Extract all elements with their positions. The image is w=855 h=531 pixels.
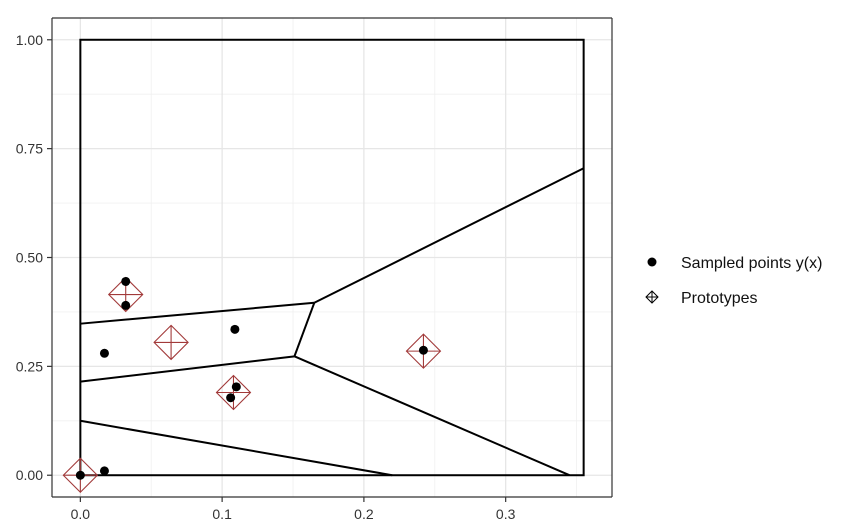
- prototype-point: [153, 324, 189, 361]
- voronoi-edge: [313, 167, 585, 304]
- region-boundary: [79, 38, 585, 477]
- x-tick-label: 0.3: [496, 506, 516, 522]
- x-tick-label: 0.0: [71, 506, 91, 522]
- sampled-point: [418, 345, 428, 355]
- legend-key-sampled-points: [647, 257, 657, 267]
- legend: Sampled points y(x) Prototypes: [645, 255, 822, 307]
- sampled-point: [99, 466, 109, 476]
- y-tick-label: 0.50: [16, 250, 43, 266]
- voronoi-edge: [293, 302, 316, 357]
- sampled-point: [121, 300, 131, 310]
- sampled-point: [99, 348, 109, 358]
- x-tick-label: 0.2: [354, 506, 374, 522]
- voronoi-edges: [80, 167, 585, 477]
- y-tick-label: 0.25: [16, 358, 43, 374]
- x-tick-label: 0.1: [212, 506, 232, 522]
- sampled-point: [226, 393, 236, 403]
- voronoi-edge: [80, 355, 295, 383]
- sampled-point: [75, 470, 85, 480]
- prototype-point: [215, 374, 252, 411]
- sampled-point: [231, 382, 241, 392]
- y-tick-label: 0.00: [16, 467, 43, 483]
- sampled-point: [121, 276, 131, 286]
- y-tick-label: 1.00: [16, 32, 43, 48]
- axes: 0.0 0.1 0.2 0.3 0.00 0.25 0.50 0.75 1.00: [16, 17, 613, 522]
- voronoi-edge: [294, 355, 570, 477]
- legend-key-prototypes: [645, 290, 659, 304]
- legend-label-sampled-points: Sampled points y(x): [681, 255, 822, 272]
- legend-label-prototypes: Prototypes: [681, 290, 757, 307]
- y-tick-label: 0.75: [16, 141, 43, 157]
- bounding-box: [79, 38, 585, 477]
- sampled-point: [230, 324, 240, 334]
- voronoi-edge: [80, 419, 393, 477]
- sampled-point-markers: [75, 276, 428, 480]
- voronoi-edge: [80, 301, 315, 325]
